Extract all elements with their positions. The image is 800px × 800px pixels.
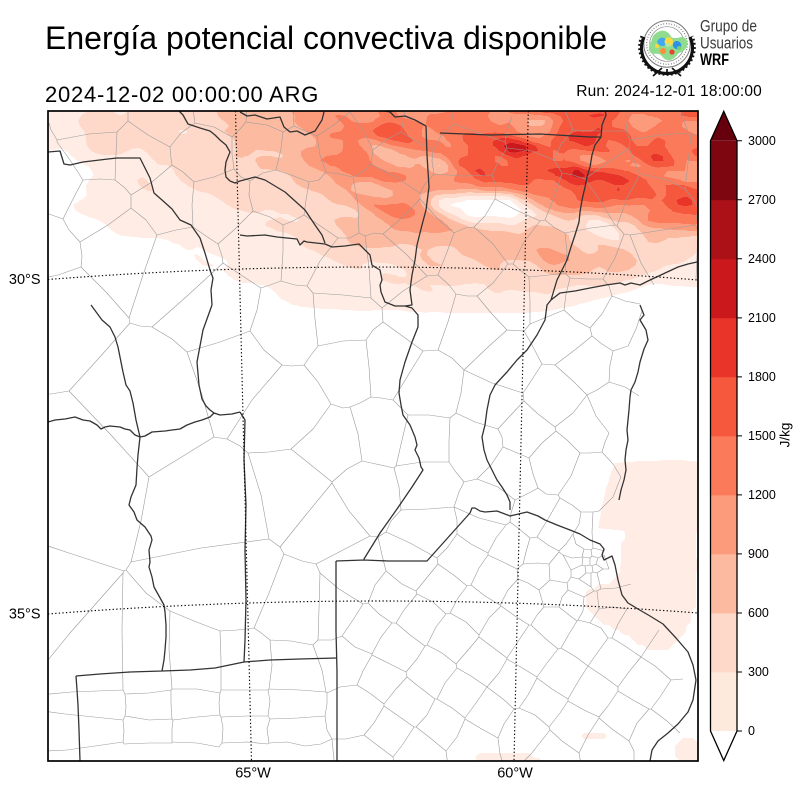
svg-text:300: 300 bbox=[748, 665, 769, 679]
svg-text:Grupo de: Grupo de bbox=[700, 18, 757, 36]
svg-text:2700: 2700 bbox=[748, 193, 776, 207]
svg-text:WRF: WRF bbox=[700, 51, 729, 69]
svg-text:900: 900 bbox=[748, 547, 769, 561]
svg-text:2400: 2400 bbox=[748, 252, 776, 266]
svg-text:65°W: 65°W bbox=[235, 766, 271, 782]
svg-text:0: 0 bbox=[748, 724, 755, 738]
svg-text:1500: 1500 bbox=[748, 429, 776, 443]
svg-text:3000: 3000 bbox=[748, 134, 776, 148]
svg-text:2100: 2100 bbox=[748, 311, 776, 325]
svg-text:60°W: 60°W bbox=[497, 766, 533, 782]
svg-text:1800: 1800 bbox=[748, 370, 776, 384]
svg-text:Usuarios: Usuarios bbox=[700, 35, 753, 53]
svg-text:35°S: 35°S bbox=[9, 607, 41, 623]
svg-text:30°S: 30°S bbox=[9, 272, 41, 288]
svg-text:J/kg: J/kg bbox=[778, 423, 793, 448]
svg-text:1200: 1200 bbox=[748, 488, 776, 502]
svg-text:600: 600 bbox=[748, 606, 769, 620]
